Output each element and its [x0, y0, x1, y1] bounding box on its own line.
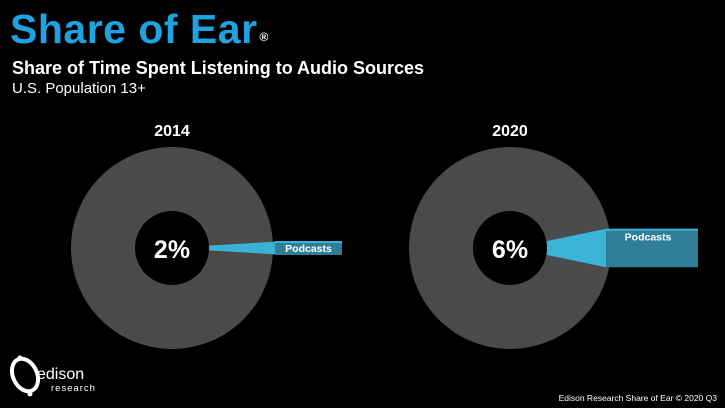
center-value-label: 6%: [492, 236, 528, 264]
chart-subtitle: Share of Time Spent Listening to Audio S…: [12, 58, 425, 78]
chart-year-title: 2020: [492, 123, 528, 140]
podcast-callout-box: [606, 228, 698, 268]
registered-mark: ®: [259, 30, 269, 44]
brand-title-text: Share of Ear: [10, 6, 258, 52]
donut-hole: [473, 211, 547, 285]
donut-chart-2014: 2% 2014 Podcasts: [71, 123, 342, 349]
podcast-slice-label: Podcasts: [625, 232, 672, 244]
edison-logo-icon: [9, 355, 41, 397]
population-note: U.S. Population 13+: [12, 80, 146, 97]
podcast-callout-edge: [275, 241, 342, 243]
podcast-callout-box: [275, 241, 342, 255]
brand-title: Share of Ear ®: [10, 4, 269, 54]
donut-chart-2020: 6% 2020 Podcasts: [409, 123, 698, 349]
podcast-slice: [546, 228, 606, 268]
center-value-label: 2%: [154, 236, 190, 264]
podcast-slice-label: Podcasts: [285, 243, 332, 255]
podcast-slice: [208, 241, 275, 255]
chart-year-title: 2014: [154, 123, 190, 140]
footer-credit: Edison Research Share of Ear © 2020 Q3: [558, 393, 717, 403]
podcast-callout-edge: [606, 228, 698, 231]
logo-tagline: research: [51, 383, 96, 394]
logo-name: edison: [37, 366, 85, 383]
donut-hole: [135, 211, 209, 285]
